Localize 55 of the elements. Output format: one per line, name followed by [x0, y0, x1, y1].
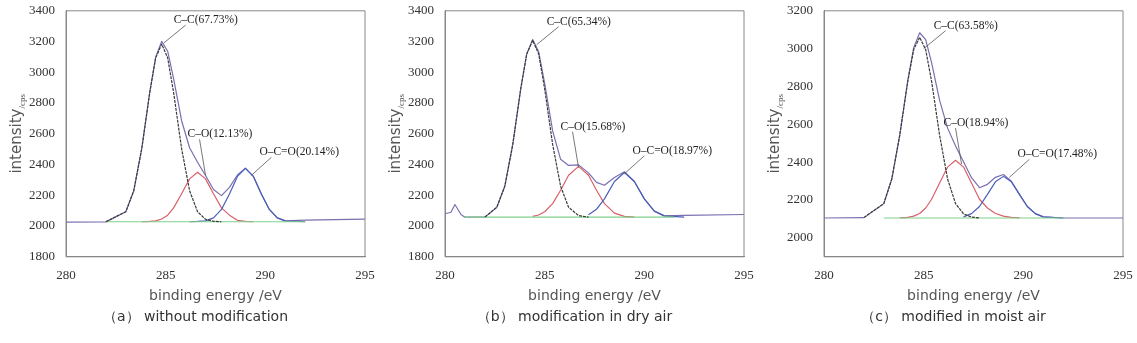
annotation: C–O(12.13%) [187, 127, 253, 141]
y-axis-title: intensity/cps [765, 93, 785, 174]
annotation: O–C=O(18.97%) [632, 143, 713, 157]
y-axis-title: intensity/cps [7, 93, 27, 174]
y-tick-label: 2000 [29, 217, 55, 233]
y-tick-label: 2600 [29, 125, 55, 141]
y-tick-label: 2800 [408, 94, 434, 110]
text: （c） modified in moist air [861, 308, 1047, 325]
x-axis-title: binding energy /eV [528, 287, 662, 304]
y-tick-label: 2600 [787, 115, 813, 131]
y-tick-label: 2200 [408, 186, 434, 202]
y-tick-label: 3400 [29, 2, 55, 18]
y-tick-label: 3200 [787, 2, 813, 18]
y-tick-label: 1800 [29, 248, 55, 264]
y-tick-label: 2400 [29, 155, 55, 171]
x-tick-label: 285 [534, 267, 555, 283]
y-tick-label: 2400 [787, 153, 813, 169]
y-tick-label: 3000 [29, 63, 55, 79]
y-tick-label: 3400 [408, 2, 434, 18]
x-tick-label: 280 [56, 267, 76, 283]
x-axis-title: binding energy /eV [149, 287, 283, 304]
x-tick-label: 285 [913, 267, 934, 283]
y-tick-label: 1800 [408, 248, 434, 264]
x-tick-label: 295 [1113, 267, 1133, 283]
x-tick-label: 285 [155, 267, 176, 283]
y-tick-label: 2000 [408, 217, 434, 233]
text: （b） modification in dry air [476, 308, 673, 325]
x-tick-label: 295 [355, 267, 375, 283]
x-tick-label: 280 [814, 267, 834, 283]
x-tick-label: 295 [734, 267, 754, 283]
annotation: C–C(65.34%) [546, 14, 612, 28]
x-axis-title: binding energy /eV [907, 287, 1041, 304]
y-tick-label: 2200 [29, 186, 55, 202]
x-tick-label: 290 [634, 267, 655, 283]
x-tick-label: 280 [435, 267, 455, 283]
x-tick-label: 290 [1013, 267, 1034, 283]
annotation: C–O(18.94%) [943, 116, 1009, 130]
y-tick-label: 3000 [787, 40, 813, 56]
annotation: O–C=O(17.48%) [1017, 147, 1098, 161]
y-tick-label: 2200 [787, 191, 813, 207]
annotation: O–C=O(20.14%) [259, 145, 340, 159]
y-tick-label: 2800 [787, 77, 813, 93]
y-tick-label: 3200 [408, 32, 434, 48]
y-tick-label: 2800 [29, 94, 55, 110]
y-axis-title: intensity/cps [386, 93, 406, 174]
annotation: C–C(67.73%) [173, 13, 239, 27]
y-tick-label: 3000 [408, 63, 434, 79]
y-tick-label: 3200 [29, 32, 55, 48]
y-tick-label: 2400 [408, 155, 434, 171]
y-tick-label: 2000 [787, 229, 813, 245]
y-tick-label: 2600 [408, 125, 434, 141]
annotation: C–C(63.58%) [933, 18, 999, 32]
text: （a） without modification [102, 308, 289, 325]
x-tick-label: 290 [255, 267, 276, 283]
annotation: C–O(15.68%) [560, 119, 626, 133]
